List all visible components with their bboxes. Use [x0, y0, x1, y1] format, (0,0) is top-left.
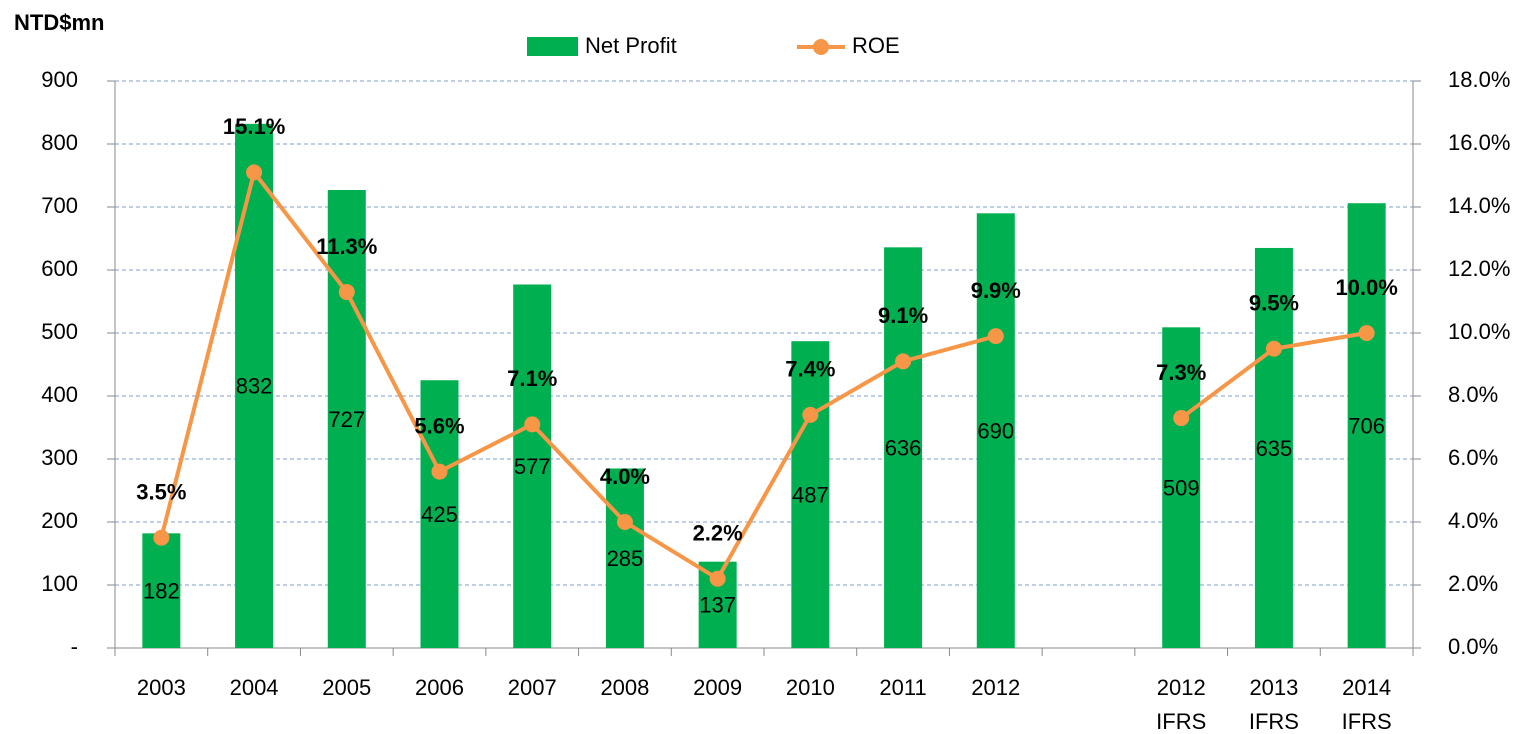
line-value-label: 5.6% — [414, 413, 464, 438]
x-tick-label-line: 2013 — [1249, 675, 1298, 700]
line-marker — [431, 463, 448, 480]
bar-value-label: 635 — [1256, 436, 1293, 461]
bar-value-label: 636 — [885, 435, 922, 460]
bar — [420, 380, 459, 648]
legend-label: ROE — [852, 33, 900, 58]
bar — [1254, 247, 1293, 648]
y2-tick-label: 0.0% — [1448, 634, 1498, 659]
legend-marker — [813, 39, 829, 55]
y-tick-label: 700 — [41, 193, 78, 218]
bar-value-label: 706 — [1348, 413, 1385, 438]
line-marker — [246, 164, 263, 181]
line-value-label: 11.3% — [316, 234, 377, 259]
bar-value-label: 487 — [792, 482, 829, 507]
bar — [327, 189, 366, 649]
bar-value-label: 690 — [977, 418, 1014, 443]
x-tick-label-line: 2012 — [1157, 675, 1206, 700]
line-marker — [709, 570, 726, 587]
x-tick-label: 2012 — [971, 675, 1020, 700]
y-tick-label: 200 — [41, 508, 78, 533]
x-tick-label-line: IFRS — [1156, 709, 1206, 734]
y2-tick-label: 18.0% — [1448, 67, 1510, 92]
y2-tick-label: 8.0% — [1448, 382, 1498, 407]
bar — [884, 247, 923, 648]
y-tick-label: 100 — [41, 571, 78, 596]
bar-value-label: 285 — [607, 546, 644, 571]
line-value-label: 9.9% — [971, 278, 1021, 303]
line-value-label: 2.2% — [693, 521, 743, 546]
x-tick-label: 2005 — [322, 675, 371, 700]
line-marker — [616, 514, 633, 530]
x-tick-label: 2008 — [600, 675, 649, 700]
y2-tick-label: 12.0% — [1448, 256, 1510, 281]
y-tick-label: 400 — [41, 382, 78, 407]
line-value-label: 3.5% — [136, 480, 186, 505]
x-tick-label: 2012 IFRS — [1156, 675, 1206, 734]
y-tick-label: 300 — [41, 445, 78, 470]
x-tick-label-line: IFRS — [1342, 709, 1392, 734]
line-marker — [1265, 340, 1282, 357]
line-marker — [987, 328, 1004, 345]
line-marker — [1173, 410, 1190, 427]
bar — [791, 341, 830, 648]
line-value-label: 4.0% — [600, 464, 650, 489]
line-marker — [895, 353, 912, 370]
y-tick-label: 600 — [41, 256, 78, 281]
y-tick-label: 800 — [41, 130, 78, 155]
x-tick-label: 2010 — [786, 675, 835, 700]
x-tick-label: 2009 — [693, 675, 742, 700]
bar — [605, 468, 644, 648]
bar — [1347, 203, 1386, 648]
bar-value-label: 832 — [236, 374, 273, 399]
x-tick-label-line: 2014 — [1342, 675, 1391, 700]
bar-value-label: 509 — [1163, 475, 1200, 500]
bar — [976, 213, 1015, 649]
bar-value-label: 182 — [143, 578, 180, 603]
line-marker — [153, 529, 170, 546]
bar-value-label: 425 — [421, 502, 458, 527]
bar-value-label: 727 — [328, 407, 365, 432]
y2-tick-label: 4.0% — [1448, 508, 1498, 533]
bar — [235, 123, 274, 649]
line-value-label: 15.1% — [223, 114, 285, 139]
x-tick-label: 2006 — [415, 675, 464, 700]
y-tick-label: - — [71, 634, 78, 659]
bar — [142, 533, 181, 648]
y2-tick-label: 16.0% — [1448, 130, 1510, 155]
y2-tick-label: 2.0% — [1448, 571, 1498, 596]
bar — [1162, 327, 1201, 648]
line-value-label: 7.1% — [507, 366, 557, 391]
line-marker — [338, 284, 355, 301]
line-value-label: 9.5% — [1249, 291, 1299, 316]
legend-swatch — [527, 37, 578, 56]
x-tick-label: 2007 — [508, 675, 557, 700]
x-tick-label: 2013 IFRS — [1249, 675, 1299, 734]
x-tick-label-line: IFRS — [1249, 709, 1299, 734]
y-tick-label: 900 — [41, 67, 78, 92]
x-tick-label: 2011 — [879, 675, 926, 700]
bar — [513, 284, 552, 648]
line-marker — [802, 406, 819, 423]
legend-label: Net Profit — [585, 33, 677, 58]
line-value-label: 7.3% — [1156, 360, 1206, 385]
x-tick-label: 2004 — [230, 675, 279, 700]
line-marker — [1358, 325, 1375, 341]
y-axis-label: NTD$mn — [14, 10, 104, 35]
line-value-label: 7.4% — [785, 357, 835, 382]
line-marker — [524, 416, 541, 433]
x-tick-label: 2003 — [137, 675, 186, 700]
bar-value-label: 577 — [514, 454, 551, 479]
y2-tick-label: 10.0% — [1448, 319, 1510, 344]
line-value-label: 9.1% — [878, 303, 928, 328]
bar-value-label: 137 — [699, 593, 736, 618]
y-tick-label: 500 — [41, 319, 78, 344]
y2-tick-label: 6.0% — [1448, 445, 1498, 470]
line-value-label: 10.0% — [1335, 275, 1397, 300]
y2-tick-label: 14.0% — [1448, 193, 1510, 218]
x-tick-label: 2014 IFRS — [1342, 675, 1392, 734]
